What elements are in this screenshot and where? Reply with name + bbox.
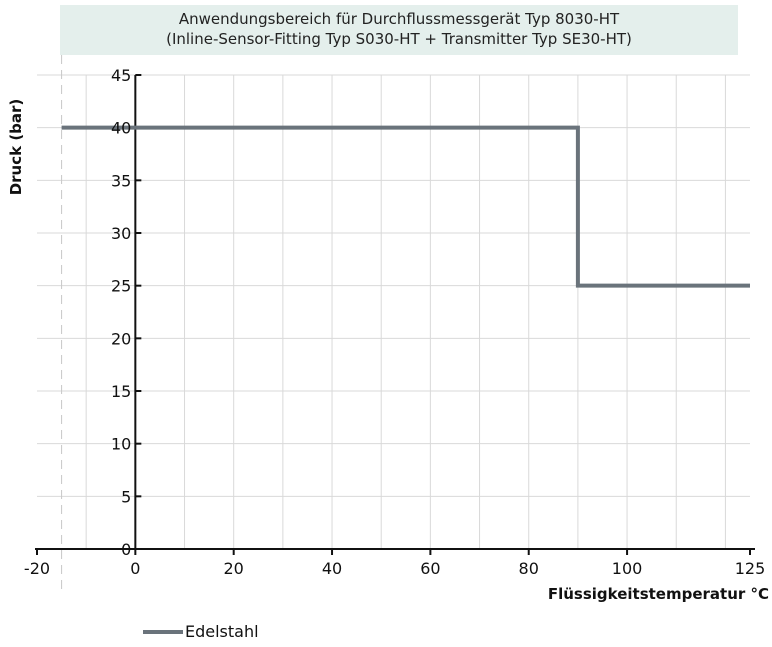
series-line-edelstahl [61, 125, 750, 288]
y-tick-label: 40 [111, 119, 131, 138]
legend-swatch-edelstahl [143, 629, 183, 634]
y-tick-label: 5 [121, 487, 131, 506]
series-layer [61, 125, 750, 288]
chart-subtitle: (Inline-Sensor-Fitting Typ S030-HT + Tra… [166, 30, 632, 48]
y-tick-label: 30 [111, 224, 131, 243]
axes [35, 74, 755, 555]
x-tick-label: 60 [420, 559, 440, 578]
x-tick-label: -20 [24, 559, 50, 578]
x-tick-label: 20 [224, 559, 244, 578]
x-axis-label: Flüssigkeitstemperatur °C [548, 585, 769, 603]
x-tick-label: 0 [130, 559, 140, 578]
y-tick-label: 10 [111, 435, 131, 454]
x-tick-label: 125 [735, 559, 766, 578]
legend: Edelstahl [143, 622, 259, 641]
x-tick-label: 80 [519, 559, 539, 578]
x-tick-label: 100 [612, 559, 643, 578]
x-tick-label: 40 [322, 559, 342, 578]
chart-title-box: Anwendungsbereich für Durchflussmessgerä… [60, 5, 738, 55]
tick-labels: -20 0 20 40 60 80 100 125 0 5 10 15 20 25 30 35 40 45 [24, 66, 765, 578]
grid [37, 55, 750, 594]
chart-title: Anwendungsbereich für Durchflussmessgerä… [178, 10, 620, 28]
y-tick-label: 25 [111, 277, 131, 296]
y-tick-label: 0 [121, 540, 131, 559]
y-tick-label: 15 [111, 382, 131, 401]
y-axis-label: Druck (bar) [7, 99, 25, 196]
y-tick-label: 45 [111, 66, 131, 85]
y-tick-label: 35 [111, 171, 131, 190]
y-tick-label: 20 [111, 329, 131, 348]
legend-label-edelstahl: Edelstahl [185, 622, 259, 641]
